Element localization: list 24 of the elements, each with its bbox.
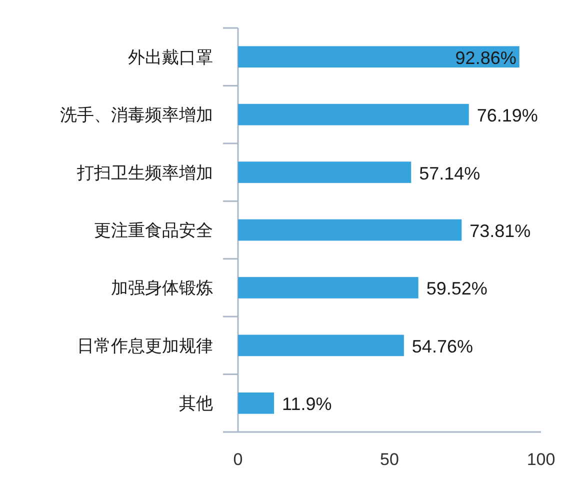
- data-label: 57.14%: [419, 163, 480, 184]
- y-tick-label: 更注重食品安全: [94, 221, 213, 241]
- data-label: 73.81%: [470, 221, 531, 241]
- bar: [238, 104, 469, 126]
- y-tick-label: 加强身体锻炼: [111, 278, 213, 299]
- data-label: 54.76%: [412, 336, 473, 356]
- y-tick-label: 打扫卫生频率增加: [76, 163, 213, 184]
- y-tick-label: 洗手、消毒频率增加: [60, 106, 213, 126]
- bar: [238, 277, 418, 298]
- bar: [238, 219, 462, 241]
- y-tick-label: 外出戴口罩: [128, 48, 213, 68]
- data-label: 59.52%: [426, 278, 488, 299]
- x-tick-label: 50: [380, 450, 399, 469]
- data-label: 76.19%: [476, 106, 538, 126]
- y-tick-label: 日常作息更加规律: [77, 336, 213, 356]
- bar: [238, 162, 412, 183]
- bar: [238, 46, 520, 68]
- data-label: 11.9%: [282, 394, 332, 414]
- bar: [238, 392, 274, 414]
- x-tick-label: 100: [526, 450, 556, 469]
- bar: [238, 334, 404, 356]
- x-tick-label: 0: [233, 450, 243, 469]
- data-label: 92.86%: [455, 48, 516, 68]
- y-tick-label: 其他: [179, 394, 213, 414]
